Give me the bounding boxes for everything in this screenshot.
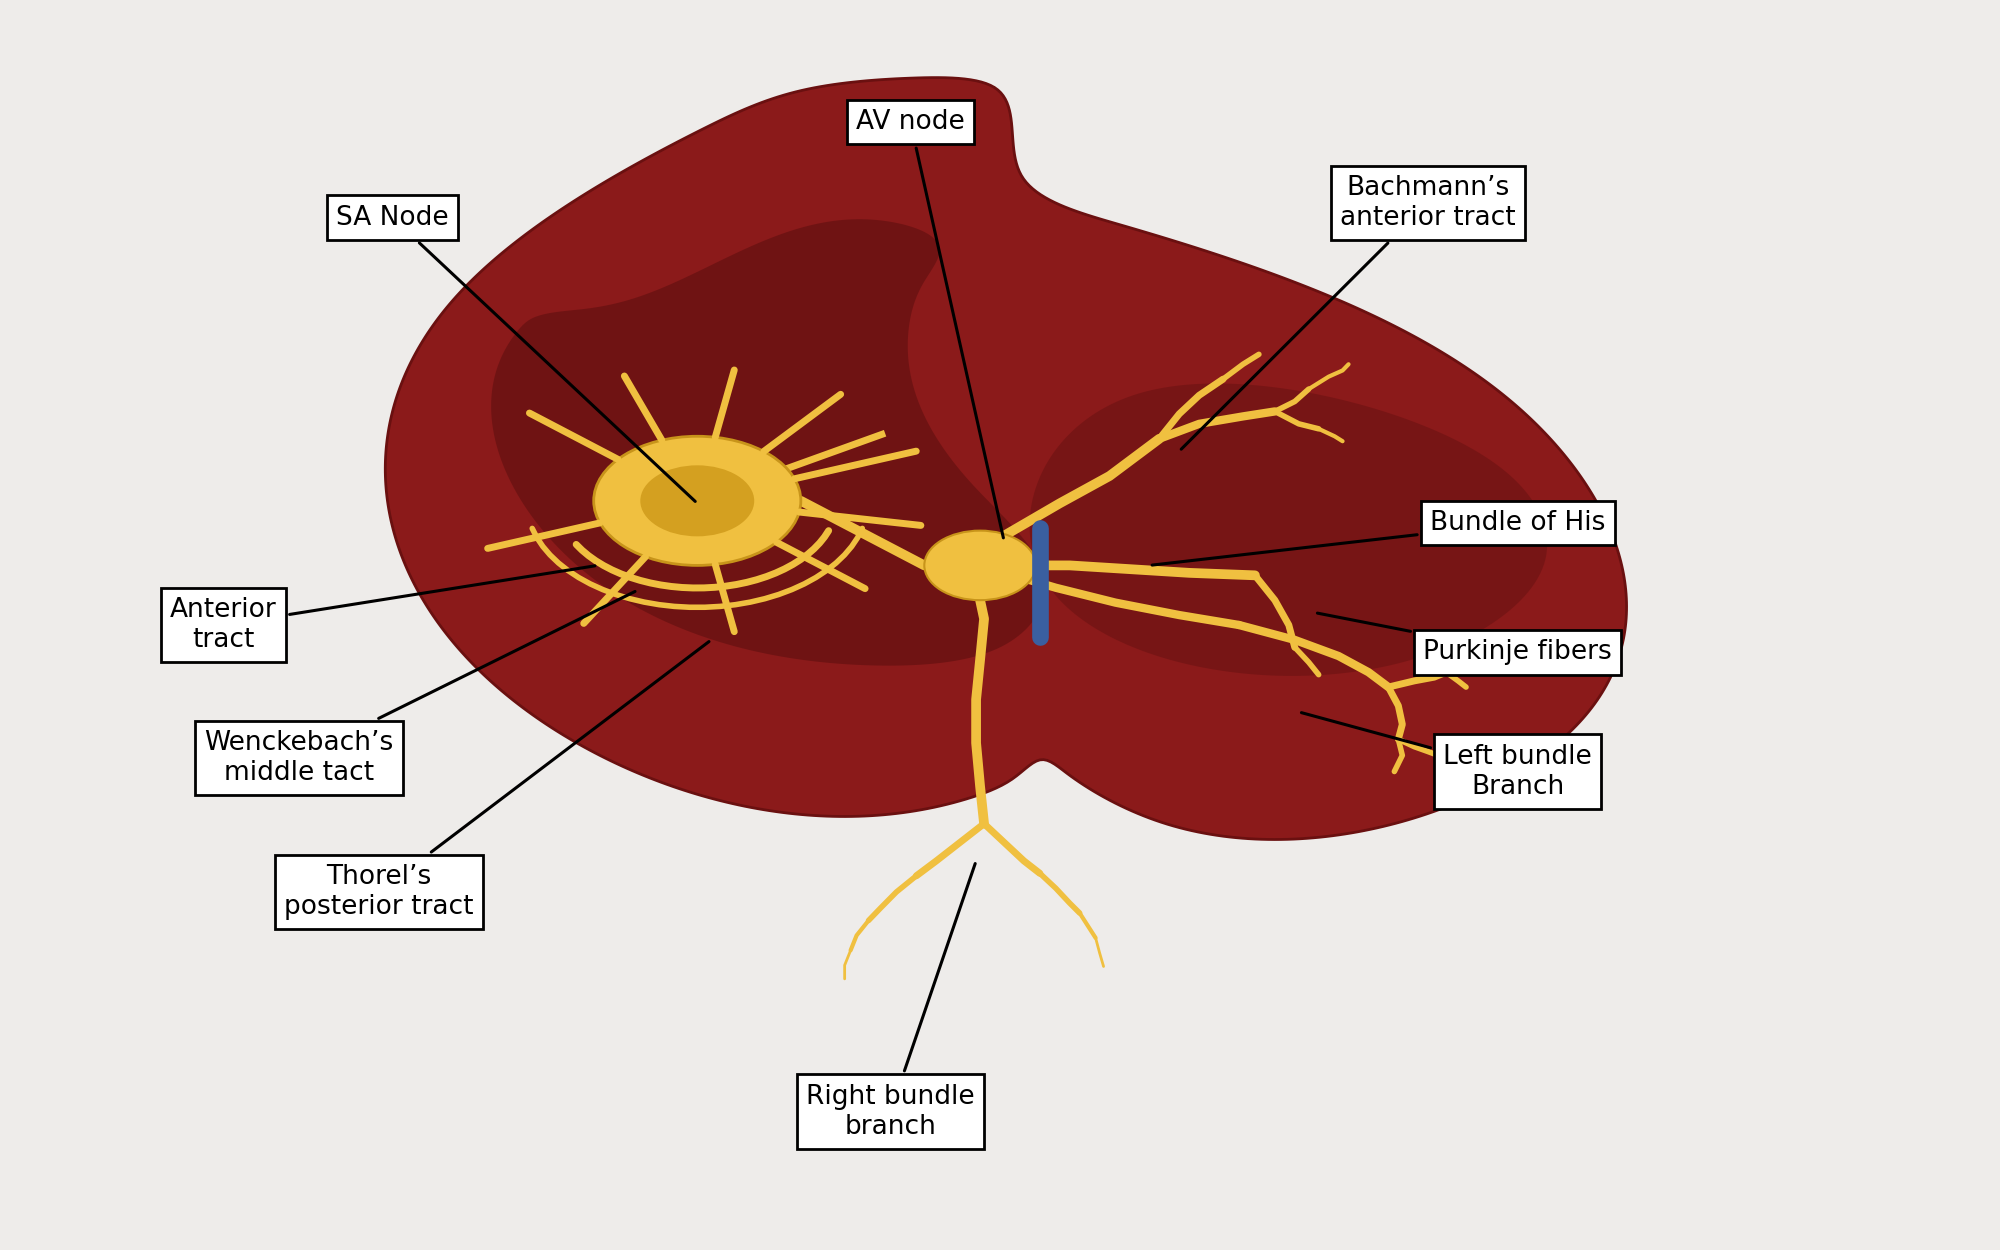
- Text: Thorel’s
posterior tract: Thorel’s posterior tract: [284, 641, 708, 920]
- Circle shape: [594, 436, 800, 565]
- Text: Purkinje fibers: Purkinje fibers: [1318, 612, 1612, 665]
- Text: AV node: AV node: [856, 109, 1004, 537]
- Text: SA Node: SA Node: [336, 205, 696, 501]
- Circle shape: [924, 531, 1036, 600]
- Text: Left bundle
Branch: Left bundle Branch: [1302, 712, 1592, 800]
- Text: Bachmann’s
anterior tract: Bachmann’s anterior tract: [1182, 175, 1516, 449]
- Text: Bundle of His: Bundle of His: [1152, 510, 1606, 565]
- Text: Anterior
tract: Anterior tract: [170, 566, 594, 652]
- Polygon shape: [386, 78, 1626, 840]
- Polygon shape: [492, 219, 1046, 666]
- Circle shape: [640, 465, 754, 536]
- Polygon shape: [1030, 384, 1548, 676]
- Text: Right bundle
branch: Right bundle branch: [806, 864, 976, 1140]
- Text: Wenckebach’s
middle tact: Wenckebach’s middle tact: [204, 591, 636, 786]
